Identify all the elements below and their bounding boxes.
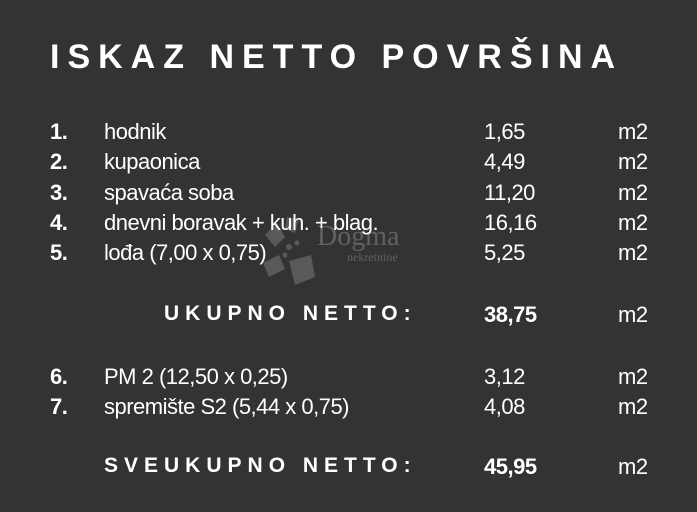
- subtotal-label: UKUPNO NETTO:: [164, 302, 417, 325]
- subtotal-row: UKUPNO NETTO: 38,75 m2: [164, 302, 648, 327]
- svg-text:Dogma: Dogma: [317, 221, 400, 252]
- svg-text:nekretnine: nekretnine: [347, 250, 398, 264]
- grand-total-row: SVEUKUPNO NETTO: 45,95 m2: [104, 454, 648, 479]
- list-item: 4. dnevni boravak + kuh. + blag. 16,16 m…: [50, 210, 648, 235]
- list-item: 2. kupaonica 4,49 m2: [50, 149, 648, 174]
- watermark-logo: Dogma nekretnine: [255, 215, 455, 300]
- page-title: ISKAZ NETTO POVRŠINA: [50, 38, 624, 76]
- list-item: 1. hodnik 1,65 m2: [50, 119, 648, 144]
- list-item: 5. lođa (7,00 x 0,75) 5,25 m2: [50, 240, 648, 265]
- list-item: 7. spremište S2 (5,44 x 0,75) 4,08 m2: [50, 394, 648, 419]
- list-item: 3. spavaća soba 11,20 m2: [50, 180, 648, 205]
- grand-total-value: 45,95: [484, 454, 537, 479]
- list-item: 6. PM 2 (12,50 x 0,25) 3,12 m2: [50, 364, 648, 389]
- subtotal-value: 38,75: [484, 302, 537, 327]
- grand-total-label: SVEUKUPNO NETTO:: [104, 454, 417, 477]
